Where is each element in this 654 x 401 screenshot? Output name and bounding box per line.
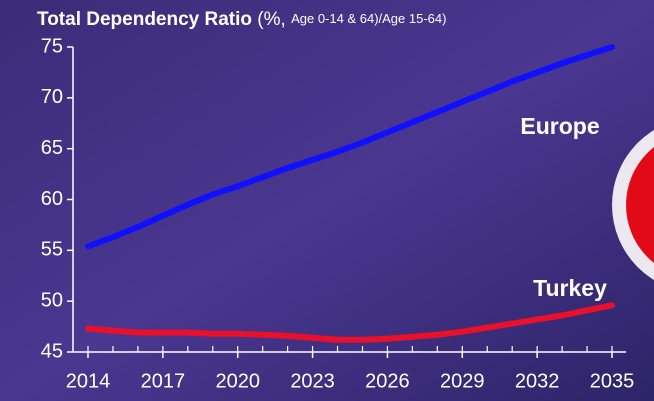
x-tick-label: 2032 — [515, 370, 560, 392]
x-tick-label: 2014 — [66, 370, 111, 392]
x-tick-label: 2029 — [440, 370, 485, 392]
series-label: Turkey — [533, 275, 607, 301]
x-tick-label: 2035 — [590, 370, 635, 392]
series-line — [85, 44, 615, 250]
series-label: Europe — [520, 113, 599, 139]
y-tick-label: 45 — [41, 340, 63, 362]
x-tick-label: 2023 — [290, 370, 335, 392]
y-tick-label: 75 — [41, 35, 63, 57]
y-tick-label: 70 — [41, 86, 63, 108]
decor-circle — [626, 147, 654, 263]
y-tick-label: 50 — [41, 289, 63, 311]
y-tick-label: 60 — [41, 188, 63, 210]
y-tick-label: 55 — [41, 239, 63, 261]
x-tick-label: 2026 — [365, 370, 410, 392]
x-tick-label: 2017 — [141, 370, 186, 392]
y-tick-label: 65 — [41, 137, 63, 159]
chart-title: Total Dependency Ratio (%, Age 0-14 & 64… — [37, 9, 446, 30]
x-tick-label: 2020 — [215, 370, 260, 392]
series-line — [85, 302, 615, 343]
